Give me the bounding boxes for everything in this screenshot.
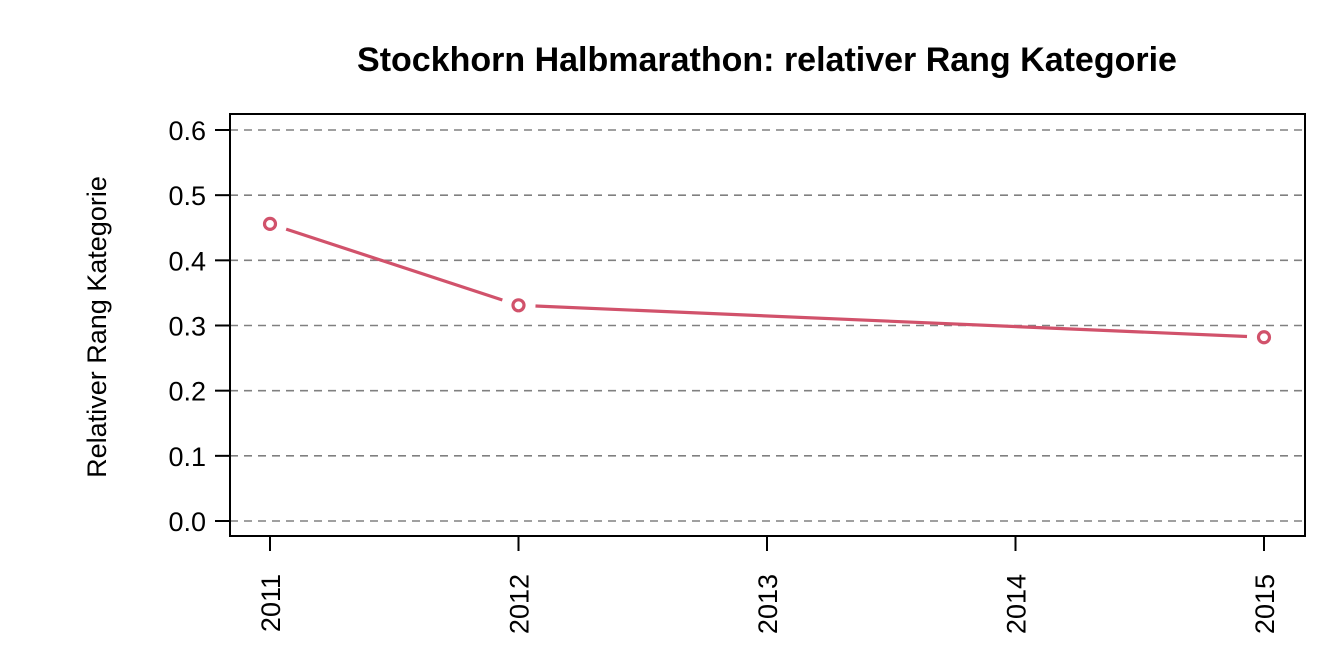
y-tick-label: 0.2 <box>168 377 206 407</box>
grid-lines <box>230 129 1305 522</box>
x-tick-label: 2011 <box>256 574 286 632</box>
data-point <box>511 298 526 313</box>
data-point <box>1256 330 1272 345</box>
x-tick-label: 2012 <box>505 574 535 634</box>
x-tick-label: 2013 <box>753 574 783 634</box>
y-tick-label: 0.1 <box>168 442 206 472</box>
x-axis: 2011 2012 2013 2014 2015 <box>256 536 1280 634</box>
y-axis-label: Relativer Rang Kategorie <box>82 176 112 478</box>
x-tick-label: 2014 <box>1002 574 1032 634</box>
chart-title: Stockhorn Halbmarathon: relativer Rang K… <box>357 41 1177 79</box>
y-tick-label: 0.0 <box>168 507 206 537</box>
data-point <box>262 216 278 231</box>
y-axis: 0.0 0.1 0.2 0.3 0.4 0.5 0.6 <box>168 116 230 537</box>
y-tick-label: 0.3 <box>168 312 206 342</box>
y-tick-label: 0.5 <box>168 181 206 211</box>
y-tick-label: 0.6 <box>168 116 206 146</box>
y-tick-label: 0.4 <box>168 246 206 276</box>
x-tick-label: 2015 <box>1250 574 1280 634</box>
series-line-segment <box>535 304 1248 339</box>
series-line-segment <box>285 227 503 302</box>
series-layer <box>262 216 1272 345</box>
